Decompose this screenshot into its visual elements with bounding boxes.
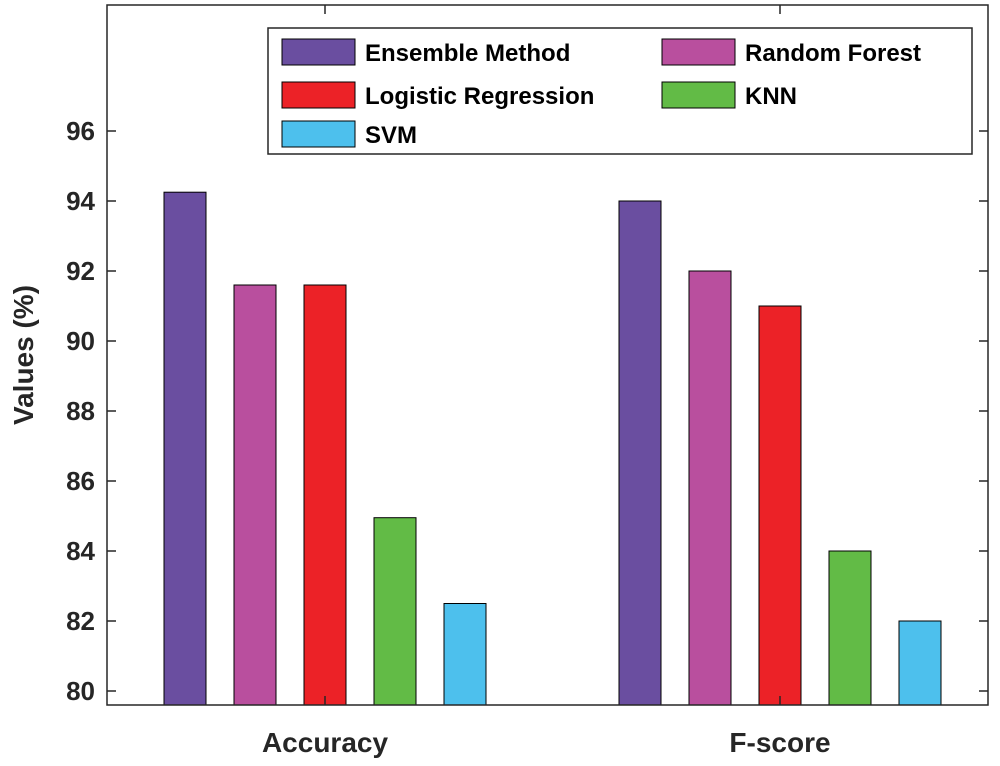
x-tick-label: F-score bbox=[729, 727, 830, 758]
legend-box bbox=[267, 27, 973, 155]
bar-random-forest-accuracy bbox=[233, 284, 277, 706]
legend: Ensemble Method Random Forest Logistic Reg… bbox=[267, 27, 973, 155]
y-tick-label: 82 bbox=[66, 606, 95, 636]
legend-swatch-ensemble-method bbox=[281, 38, 356, 66]
y-tick-label: 86 bbox=[66, 466, 95, 496]
bar-knn-f-score bbox=[828, 550, 872, 706]
bars-group bbox=[163, 191, 942, 706]
y-tick-label: 90 bbox=[66, 326, 95, 356]
bar-knn-accuracy bbox=[373, 517, 417, 706]
y-tick-label: 94 bbox=[66, 186, 95, 216]
legend-label-ensemble-method: Ensemble Method bbox=[365, 40, 570, 67]
axes-frame bbox=[106, 4, 989, 706]
bar-ensemble-method-accuracy bbox=[163, 191, 207, 706]
y-tick-label: 92 bbox=[66, 256, 95, 286]
legend-swatch-knn bbox=[661, 81, 736, 109]
legend-swatch-logistic-regression bbox=[281, 81, 356, 109]
y-tick-label: 96 bbox=[66, 116, 95, 146]
legend-label-random-forest: Random Forest bbox=[745, 40, 921, 67]
x-tick-label: Accuracy bbox=[262, 727, 389, 758]
legend-label-svm: SVM bbox=[365, 122, 417, 149]
y-tick-label: 84 bbox=[66, 536, 95, 566]
bar-ensemble-method-f-score bbox=[618, 200, 662, 706]
legend-label-logistic-regression: Logistic Regression bbox=[365, 83, 594, 110]
bar-svm-accuracy bbox=[443, 603, 487, 706]
y-tick-label: 88 bbox=[66, 396, 95, 426]
axes-group: 80 82 84 86 88 90 92 94 96 Accuracy F-score bbox=[66, 4, 989, 758]
bar-random-forest-f-score bbox=[688, 270, 732, 706]
legend-swatch-random-forest bbox=[661, 38, 736, 66]
bar-logistic-regression-f-score bbox=[758, 305, 802, 706]
y-axis-title: Values (%) bbox=[8, 285, 39, 425]
bar-svm-f-score bbox=[898, 620, 942, 706]
legend-label-knn: KNN bbox=[745, 83, 797, 110]
bar-logistic-regression-accuracy bbox=[303, 284, 347, 706]
y-tick-label: 80 bbox=[66, 676, 95, 706]
legend-swatch-svm bbox=[281, 120, 356, 148]
